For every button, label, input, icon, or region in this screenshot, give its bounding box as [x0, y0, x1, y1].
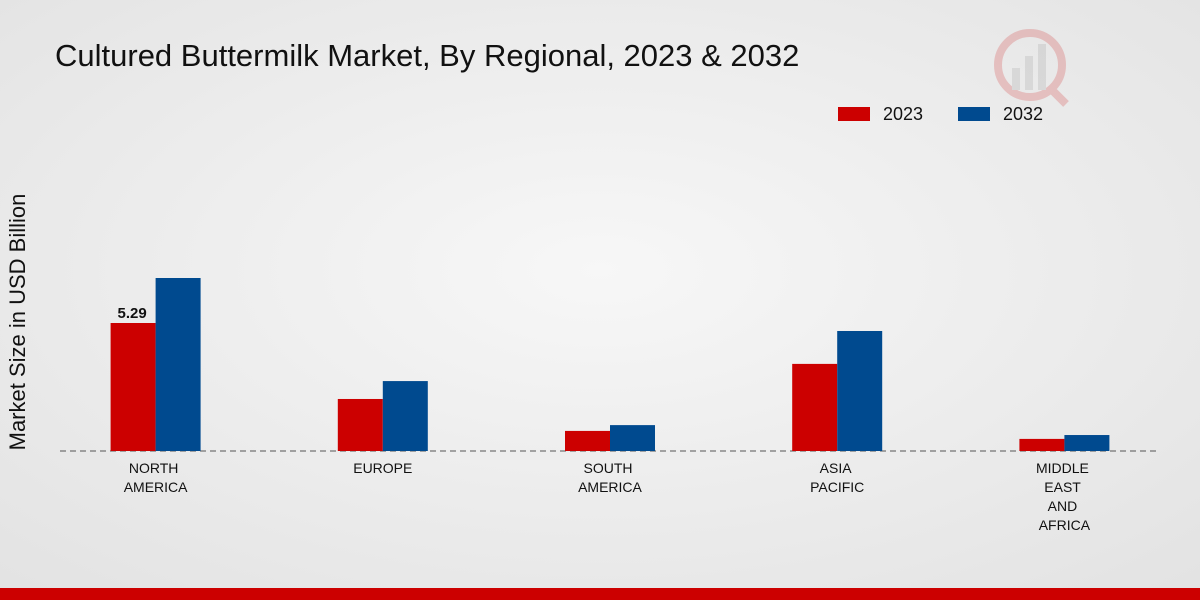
bar [565, 430, 610, 451]
bar [337, 398, 383, 451]
logo [994, 29, 1069, 107]
x-tick-label: EUROPE [353, 460, 412, 476]
x-tick-label-line: AMERICA [124, 479, 188, 495]
legend-label: 2032 [1003, 104, 1043, 124]
x-tick-label-line: AMERICA [578, 479, 642, 495]
x-tick-label-line: EAST [1044, 479, 1084, 495]
bar [837, 330, 883, 451]
bar [110, 323, 156, 451]
legend-swatch [958, 107, 990, 121]
x-tick-label-line: NORTH [129, 460, 182, 476]
bar [155, 278, 201, 451]
x-tick-label-line: MIDDLE [1036, 460, 1093, 476]
y-axis-label: Market Size in USD Billion [5, 194, 30, 451]
bar [1064, 435, 1110, 451]
chart-title: Cultured Buttermilk Market, By Regional,… [55, 38, 799, 73]
x-tick-label: MIDDLE EAST AND AFRICA [1036, 460, 1093, 533]
x-tick-label: SOUTH AMERICA [578, 460, 642, 495]
x-tick-label-line: ASIA [820, 460, 855, 476]
legend-label: 2023 [883, 104, 923, 124]
x-tick-label-line: SOUTH [584, 460, 637, 476]
x-tick-label-line: EUROPE [353, 460, 412, 476]
legend-swatch [838, 107, 870, 121]
x-tick-label: ASIA PACIFIC [810, 460, 864, 495]
x-tick-label-line: PACIFIC [810, 479, 864, 495]
x-tick-label-line: AND [1048, 498, 1081, 514]
data-label: 5.29 [117, 305, 146, 322]
footer-bar [0, 588, 1200, 600]
bar [610, 425, 655, 451]
bar [382, 381, 428, 451]
bar [792, 363, 838, 451]
x-tick-label: NORTH AMERICA [124, 460, 188, 495]
bar [1019, 438, 1065, 451]
x-tick-label-line: AFRICA [1039, 517, 1091, 533]
